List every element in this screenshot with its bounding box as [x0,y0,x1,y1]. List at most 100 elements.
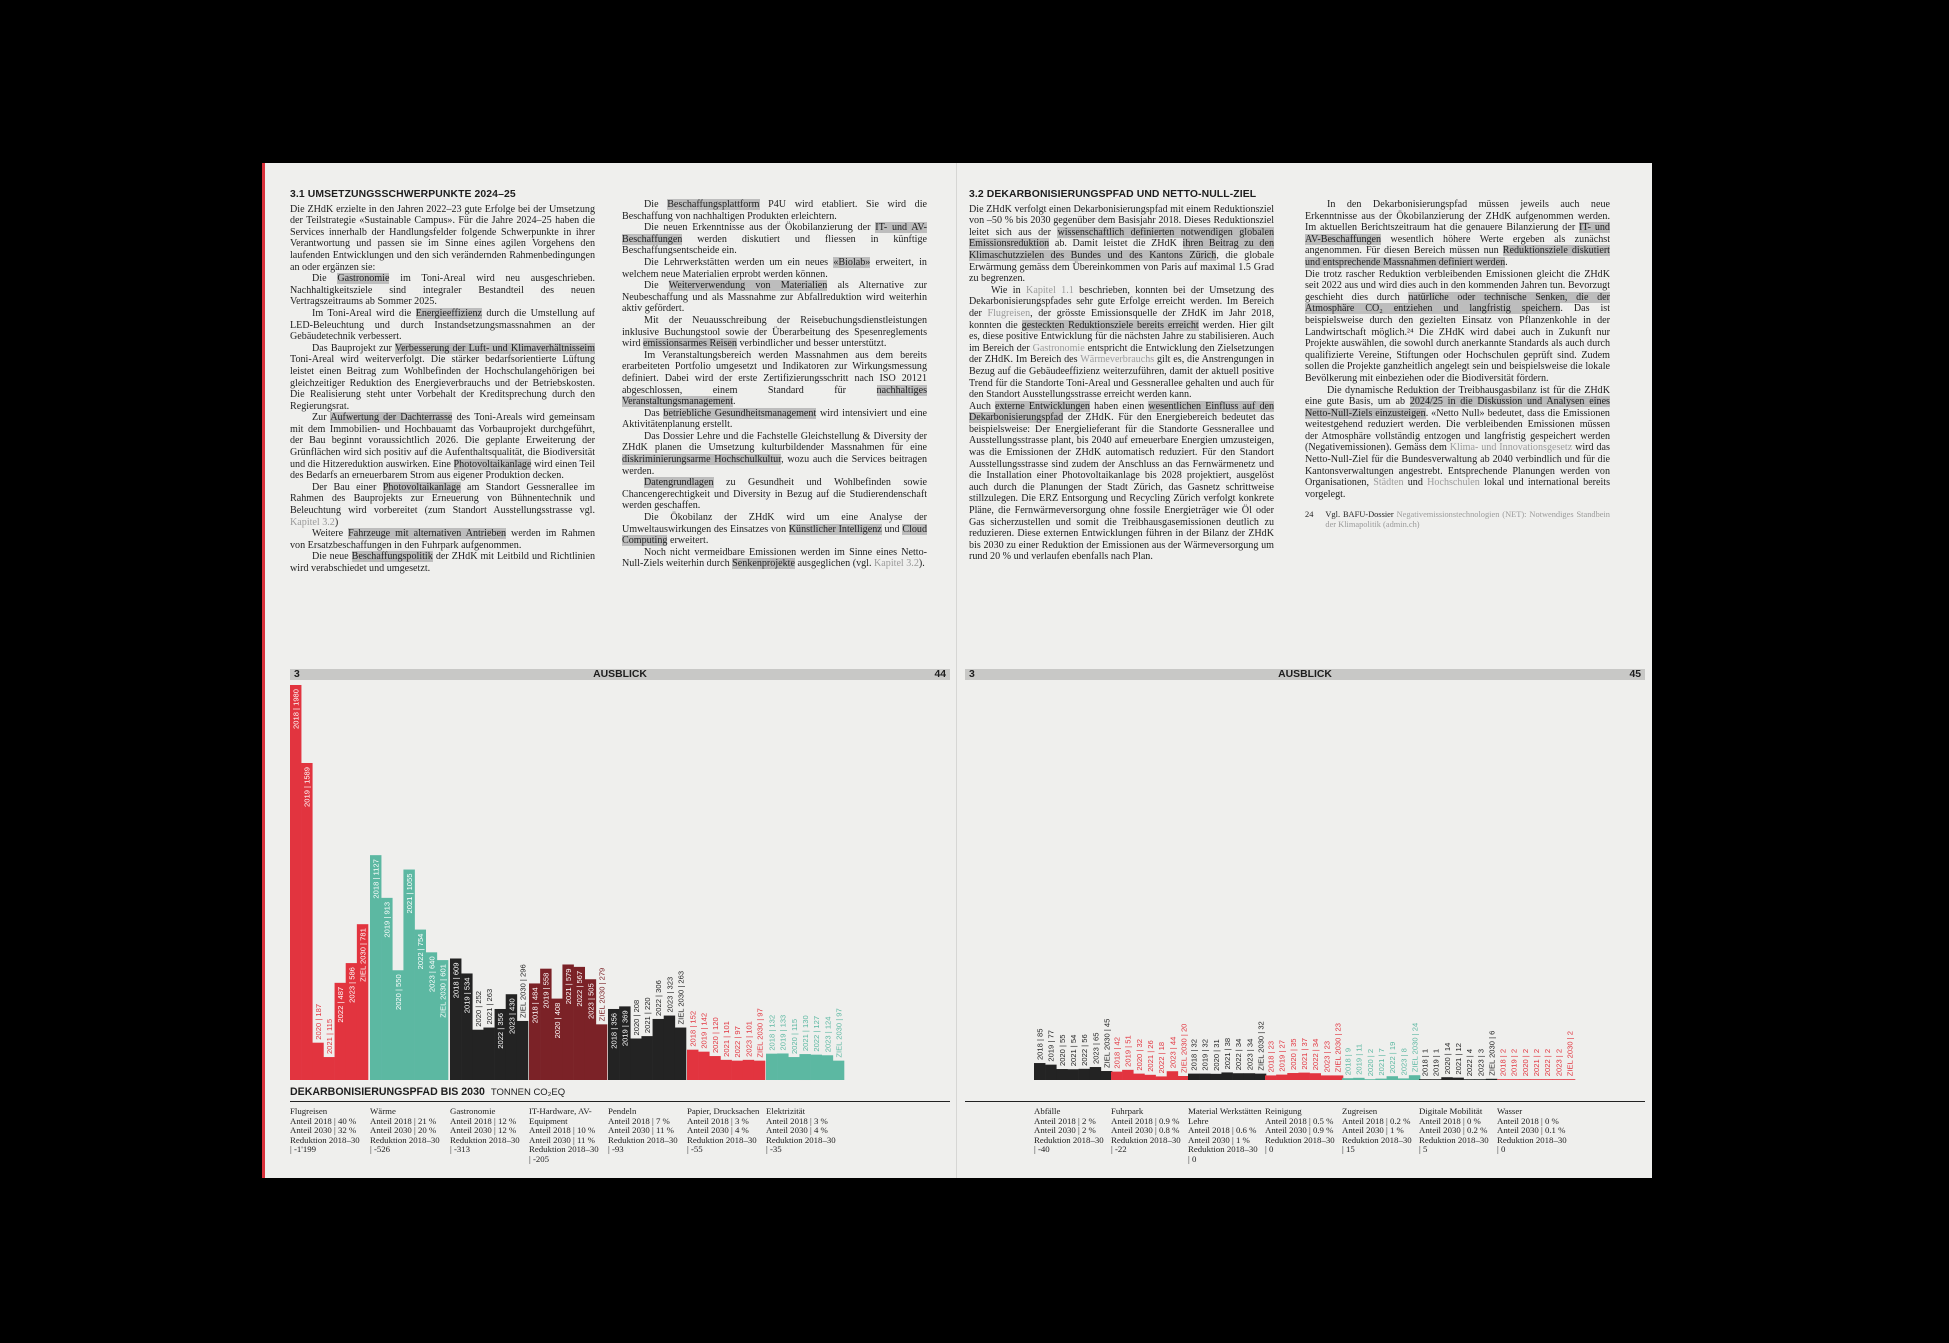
legend-line: Anteil 2018 | 10 % [529,1125,596,1136]
bar-data-label: 2021 | 12 [1454,1043,1463,1075]
left-column-2: Die Beschaffungsplattform P4U wird etabl… [622,199,928,570]
legend-line: Reduktion 2018–30 [1034,1134,1104,1145]
chart-bar [687,1049,699,1080]
chapter-link[interactable]: Kapitel 3.2 [874,558,919,570]
bar-data-label: 2021 | 101 [722,1021,731,1057]
bar-data-label: 2020 | 120 [711,1017,720,1053]
magazine-spread: 3.1 UMSETZUNGSSCHWERPUNKTE 2024–25 Die Z… [262,163,1652,1178]
paragraph: Das Dossier Lehre und die Fachstelle Gle… [622,430,928,477]
bar-data-label: 2019 | 1 [1432,1049,1441,1076]
bar-data-label: 2022 | 356 [496,1013,505,1049]
bar-data-label: 2022 | 2 [1543,1049,1552,1076]
bar-data-label: 2020 | 208 [632,1000,641,1036]
legend-line: Anteil 2018 | 3 % [766,1115,828,1126]
legend-line: Anteil 2030 | 11 % [608,1125,674,1136]
bar-data-label: 2019 | 142 [700,1013,709,1049]
chart-bar [1497,1079,1509,1080]
legend-line: Reduktion 2018–30 [450,1134,520,1145]
bar-data-label: 2020 | 55 [1058,1034,1067,1066]
chapter-link[interactable]: Kapitel 1.1 [1026,284,1074,296]
chart-bar [461,973,473,1080]
legend-entry: Abfälle Anteil 2018 | 2 % Anteil 2030 | 2 … [1034,1106,1119,1155]
page-number: 45 [1629,669,1641,680]
bar-data-label: 2023 | 586 [347,967,356,1003]
bar-data-label: 2021 | 220 [643,997,652,1033]
chart-bar [1221,1072,1233,1080]
legend-category: Zugreisen [1342,1106,1378,1116]
chart-bar [1397,1078,1410,1080]
legend-line: | -205 [529,1153,550,1164]
chart-bar [584,979,597,1080]
paragraph: Die Lehrwerkstätten werden um ein neues … [622,256,927,280]
chart-bar [663,1015,676,1080]
chapter-number: 3 [294,669,300,680]
chart-bar [323,1057,335,1080]
footnote-link[interactable]: Negativemissionstechnologien (NET): Notw… [1325,510,1610,530]
chart-bar [1034,1063,1046,1080]
chart-bar [1188,1073,1200,1080]
chart-bar [1243,1073,1256,1080]
legend-line: Anteil 2030 | 4 % [766,1125,828,1136]
paragraph: Die Beschaffungsplattform P4U wird etabl… [622,199,927,222]
bar-data-label: 2019 | 27 [1278,1040,1287,1072]
bar-data-label: ZIEL 2030 | 45 [1102,1019,1111,1068]
chart-bar [425,952,438,1080]
chart-bar [731,1060,744,1080]
chart-bar [641,1036,653,1080]
legend-entry: Zugreisen Anteil 2018 | 0.2 % Anteil 2030 … [1342,1106,1427,1155]
legend-line: Anteil 2018 | 0.6 % [1188,1125,1257,1136]
bar-data-label: ZIEL 2030 | 97 [755,1008,764,1057]
chart-bar [720,1059,732,1080]
legend-line: Anteil 2018 | 0 % [1419,1115,1481,1126]
bar-data-label: 2020 | 14 [1443,1043,1452,1075]
chart-bar [1441,1077,1453,1080]
chapter-link[interactable]: Kapitel 3.2 [290,516,335,528]
bar-data-label: 2019 | 51 [1124,1035,1133,1067]
chart-bar [1089,1067,1102,1080]
chart-bar [1342,1078,1354,1080]
legend-line: Anteil 2030 | 0.1 % [1497,1125,1566,1136]
chart-bar [753,1060,766,1080]
bar-data-label: 2020 | 550 [394,974,403,1010]
right-column-2: In den Dekarbonisierungspfad müssen jewe… [1305,199,1610,530]
bar-data-label: 2020 | 2 [1366,1049,1375,1076]
chart-bar [1045,1064,1057,1080]
bar-data-label: 2021 | 115 [325,1019,334,1054]
page-number: 44 [934,669,946,680]
chart-bar [505,994,518,1081]
chart-bar [1309,1073,1322,1080]
legend-entry: Material Werkstätten Lehre Anteil 2018 | … [1188,1106,1273,1165]
legend-line: Anteil 2030 | 20 % [370,1125,437,1136]
bar-data-label: 2022 | 567 [575,971,584,1007]
paragraph: Die ZHdK erzielte in den Jahren 2022–23 … [290,203,595,273]
bar-data-label: 2019 | 32 [1201,1039,1210,1071]
bar-data-label: 2020 | 2 [1521,1049,1530,1076]
legend-line: Anteil 2018 | 12 % [450,1115,517,1126]
bar-data-label: 2021 | 263 [485,989,494,1025]
legend-category: Gastronomie [450,1106,496,1116]
chart-bar [1519,1079,1531,1080]
chart-bar [483,1027,495,1080]
paragraph: Auch externe Entwicklungen haben einen w… [969,400,1275,563]
section-heading: 3.2 DEKARBONISIERUNGSPFAD UND NETTO-NULL… [969,189,1257,200]
legend-entry: Papier, Drucksachen Anteil 2018 | 3 % Ante… [687,1106,772,1155]
chart-bar [472,1029,484,1080]
paragraph: Das Bauprojekt zur Verbesserung der Luft… [290,342,596,412]
bar-data-label: 2018 | 356 [610,1013,619,1049]
bar-data-label: ZIEL 2030 | 20 [1179,1024,1188,1073]
bar-data-label: ZIEL 2030 | 6 [1487,1031,1496,1076]
bar-data-label: 2018 | 23 [1267,1041,1276,1073]
legend-line: Anteil 2030 | 2 % [1034,1125,1096,1136]
bar-data-label: ZIEL 2030 | 781 [358,928,367,982]
paragraph: Mit der Neuausschreibung der Reisebuchun… [622,314,927,350]
legend-category: Pendeln [608,1106,637,1116]
bar-data-label: ZIEL 2030 | 2 [1565,1031,1574,1076]
legend-line: Anteil 2030 | 4 % [687,1125,749,1136]
chart-bar [788,1057,800,1080]
bar-data-label: 2021 | 37 [1300,1038,1309,1070]
bar-data-label: ZIEL 2030 | 263 [676,971,685,1025]
chart-bar [301,762,313,1080]
bar-data-label: 2021 | 130 [801,1015,810,1051]
chart-bar [540,968,552,1080]
paragraph: Die ZHdK verfolgt einen Dekarbonisierung… [969,203,1274,285]
